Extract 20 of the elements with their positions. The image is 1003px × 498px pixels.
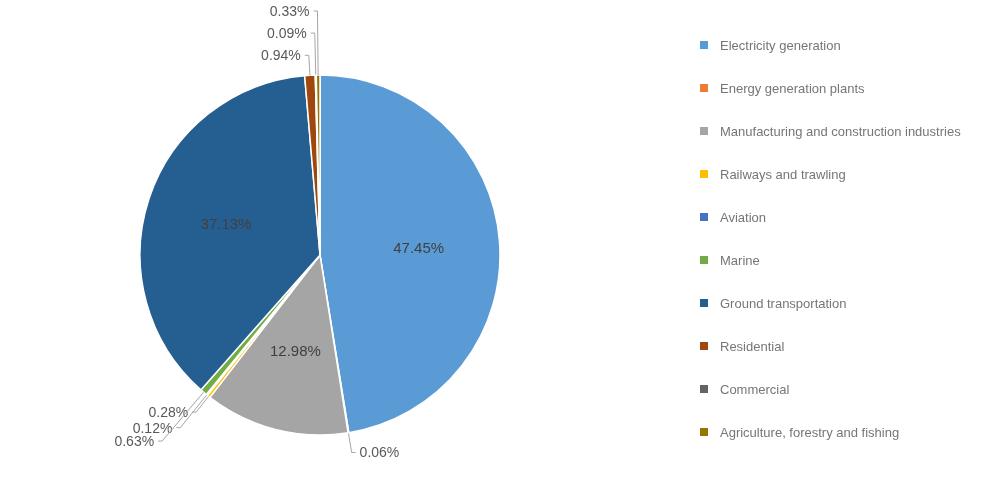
- data-label: 0.28%: [148, 404, 189, 421]
- data-label: 47.45%: [393, 238, 445, 256]
- legend-label: Agriculture, forestry and fishing: [720, 424, 900, 440]
- data-label: 0.12%: [132, 419, 173, 436]
- data-label: 0.09%: [267, 25, 307, 42]
- data-label: 0.06%: [359, 444, 400, 461]
- legend-label: Marine: [720, 252, 760, 268]
- legend-label: Residential: [720, 338, 785, 354]
- legend-label: Aviation: [720, 209, 767, 225]
- legend-label: Manufacturing and construction industries: [720, 123, 962, 139]
- data-label: 0.33%: [269, 3, 310, 20]
- data-label: 0.94%: [261, 47, 301, 64]
- data-label: 0.63%: [114, 433, 155, 450]
- data-label: 12.98%: [269, 342, 321, 360]
- legend-label: Ground transportation: [720, 295, 847, 311]
- legend-label: Railways and trawling: [720, 166, 846, 182]
- legend-label: Energy generation plants: [720, 80, 866, 96]
- legend-label: Electricity generation: [720, 37, 841, 53]
- legend-label: Commercial: [720, 381, 790, 397]
- data-label: 37.13%: [200, 215, 252, 233]
